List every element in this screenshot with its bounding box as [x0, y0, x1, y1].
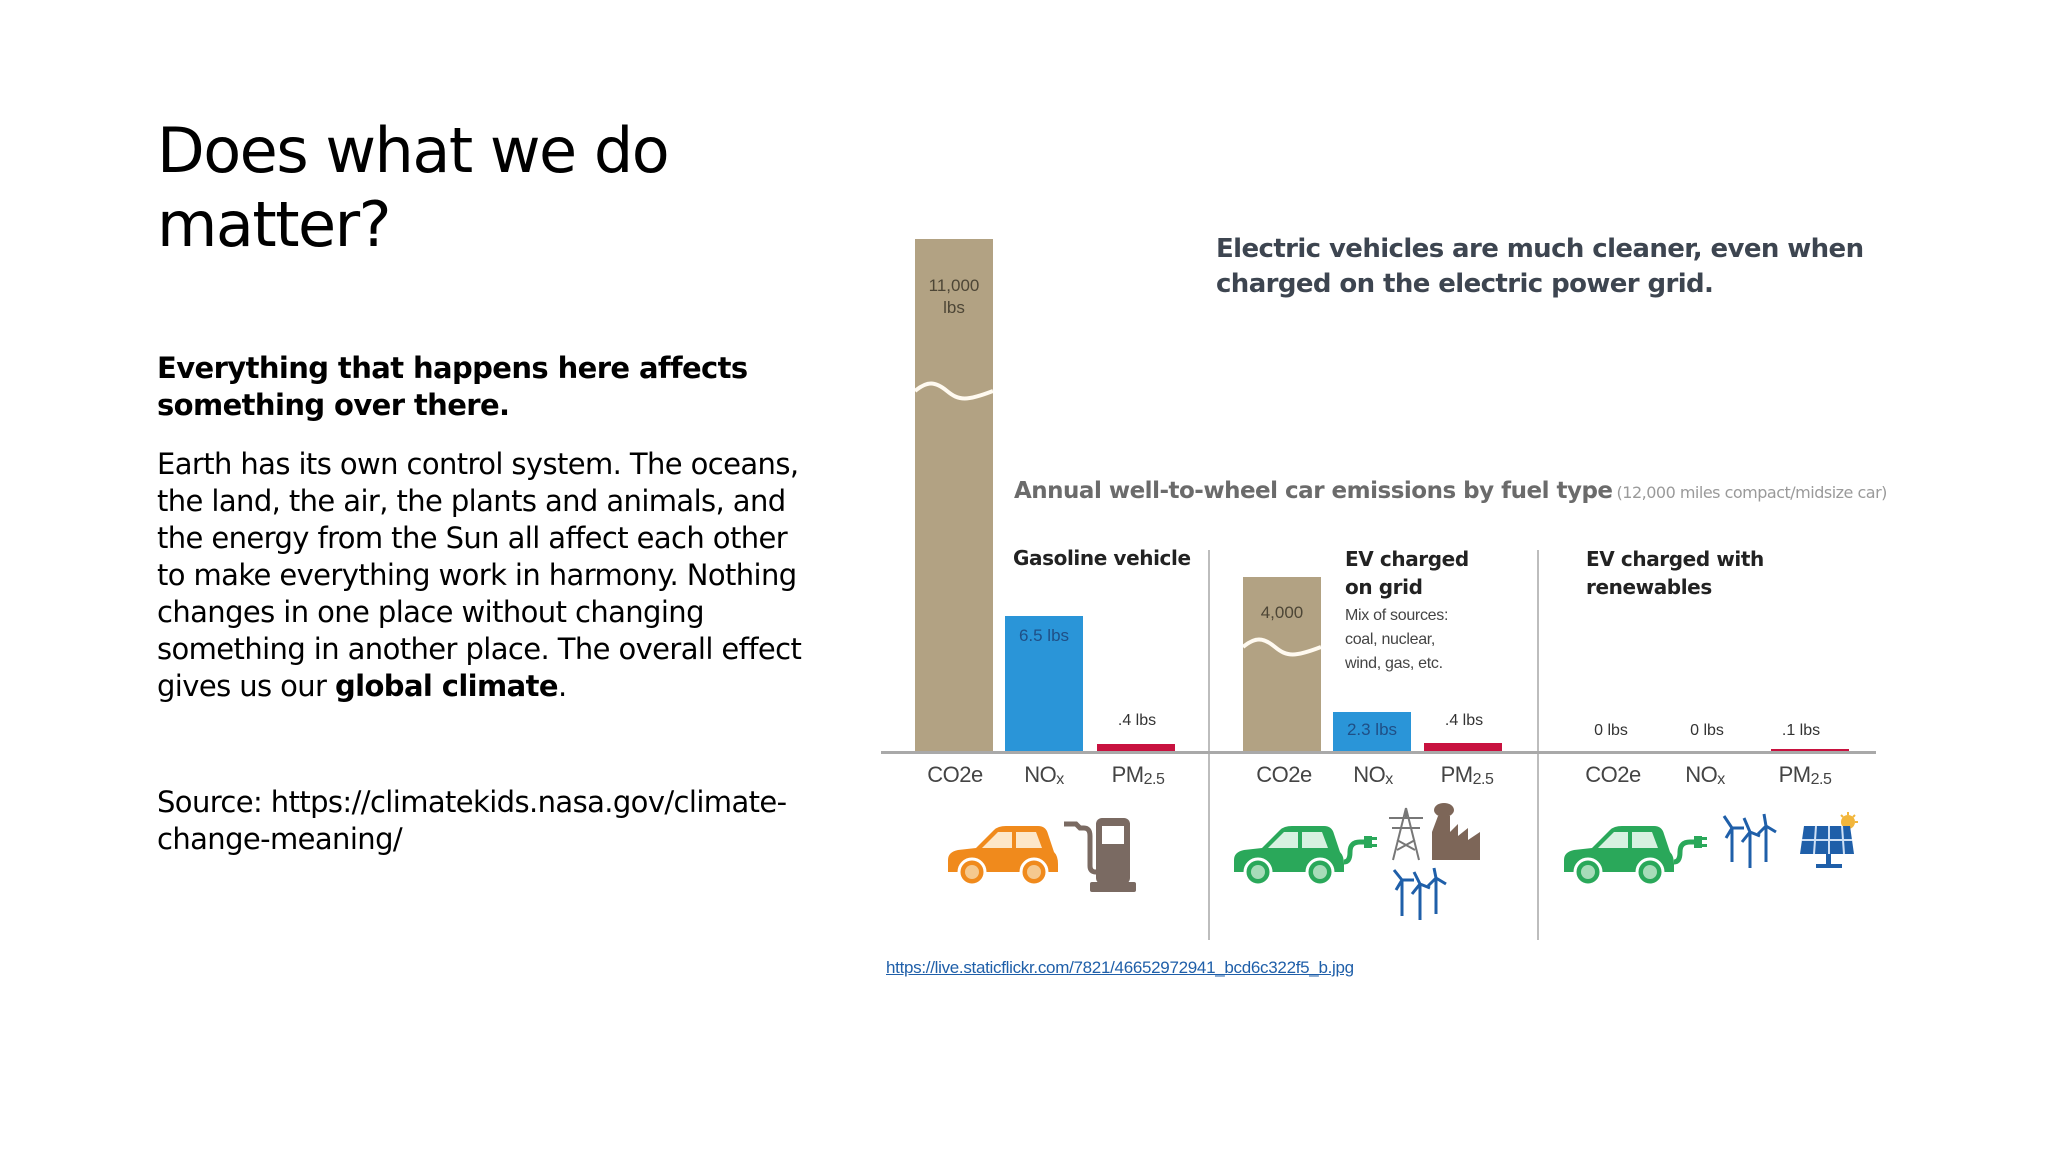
bar-value-gasoline-pm: .4 lbs: [1117, 712, 1157, 729]
body-text: Earth has its own control system. The oc…: [157, 447, 802, 703]
note-line-2: coal, nuclear,: [1345, 631, 1436, 648]
gasoline-car-icon: [948, 826, 1058, 887]
body-bold-term: global climate: [334, 669, 559, 703]
bar-gasoline-nox: 6.5 lbs: [1005, 616, 1083, 752]
axis-break-icon: [915, 381, 993, 401]
body-paragraph: Earth has its own control system. The oc…: [157, 446, 807, 705]
category-label-pm25: PM2.5: [1440, 762, 1494, 788]
bar-renewables-pm25: [1771, 749, 1849, 751]
bar-value-grid-pm: .4 lbs: [1444, 712, 1484, 729]
note-line-3: wind, gas, etc.: [1345, 655, 1443, 672]
grid-mix-note: Mix of sources: coal, nuclear, wind, gas…: [1345, 604, 1448, 676]
group-title-gasoline: Gasoline vehicle: [1013, 546, 1191, 570]
bar-value-grid-co2e: 4,000: [1260, 603, 1304, 622]
bar-value-gasoline-nox: 6.5 lbs: [1018, 626, 1070, 645]
group-divider-2: [1537, 550, 1539, 940]
category-label-nox: NOx: [1685, 762, 1725, 788]
fuel-pump-icon: [1064, 818, 1136, 892]
title-line-2: matter?: [157, 188, 392, 261]
body-text-end: .: [557, 669, 567, 703]
bar-value-gasoline-co2e: 11,000 lbs: [928, 276, 980, 317]
emissions-chart: Electric vehicles are much cleaner, even…: [878, 232, 1887, 942]
bar-gasoline-pm25: [1097, 744, 1175, 752]
category-label-pm25: PM2.5: [1778, 762, 1832, 788]
factory-icon: [1432, 803, 1480, 860]
category-label-pm25: PM2.5: [1111, 762, 1165, 788]
axis-break-icon: [1243, 637, 1321, 657]
category-label-co2e: CO2e: [927, 762, 983, 787]
group-title-ev-grid: EV charged on grid: [1345, 545, 1469, 601]
note-line-1: Mix of sources:: [1345, 607, 1449, 624]
bar-value-renewables-nox: 0 lbs: [1690, 722, 1724, 739]
category-label-nox: NOx: [1353, 762, 1393, 788]
chart-headline: Electric vehicles are much cleaner, even…: [1216, 234, 1864, 299]
bar-gasoline-co2e: 11,000 lbs: [915, 239, 993, 752]
group-title-renewables: EV charged with renewables: [1586, 547, 1764, 599]
wind-turbine-icon: [1722, 813, 1777, 868]
bar-grid-pm25: [1424, 743, 1502, 752]
chart-subtitle: (12,000 miles compact/midsize car): [1616, 483, 1888, 502]
electric-car-icon: [1234, 826, 1377, 887]
solar-panel-icon: [1800, 812, 1858, 868]
group-title-ev-grid-line2: on grid: [1345, 575, 1423, 599]
category-label-nox: NOx: [1024, 762, 1064, 788]
slide-title: Does what we do matter?: [157, 114, 717, 262]
electric-car-icon: [1564, 826, 1707, 887]
bar-grid-nox: 2.3 lbs: [1333, 712, 1411, 752]
power-tower-icon: [1389, 807, 1423, 861]
chart-title-text: Annual well-to-wheel car emissions by fu…: [1014, 478, 1613, 504]
group-divider-1: [1208, 550, 1210, 940]
image-source-link[interactable]: https://live.staticflickr.com/7821/46652…: [886, 958, 1354, 977]
bar-value-renewables-pm: .1 lbs: [1781, 722, 1821, 739]
chart-baseline: [881, 751, 1876, 754]
bar-value-renewables-co2e: 0 lbs: [1594, 722, 1628, 739]
category-label-co2e: CO2e: [1256, 762, 1312, 787]
category-label-co2e: CO2e: [1585, 762, 1641, 787]
title-line-1: Does what we do: [157, 114, 670, 187]
source-citation: Source: https://climatekids.nasa.gov/cli…: [157, 785, 787, 856]
wind-turbine-icon: [1392, 867, 1447, 920]
chart-title: Annual well-to-wheel car emissions by fu…: [1014, 478, 1887, 504]
group-title-ev-grid-line1: EV charged: [1345, 547, 1469, 571]
subheading: Everything that happens here affects som…: [157, 351, 748, 422]
bar-value-grid-nox: 2.3 lbs: [1346, 720, 1398, 739]
bar-grid-co2e: 4,000: [1243, 577, 1321, 752]
